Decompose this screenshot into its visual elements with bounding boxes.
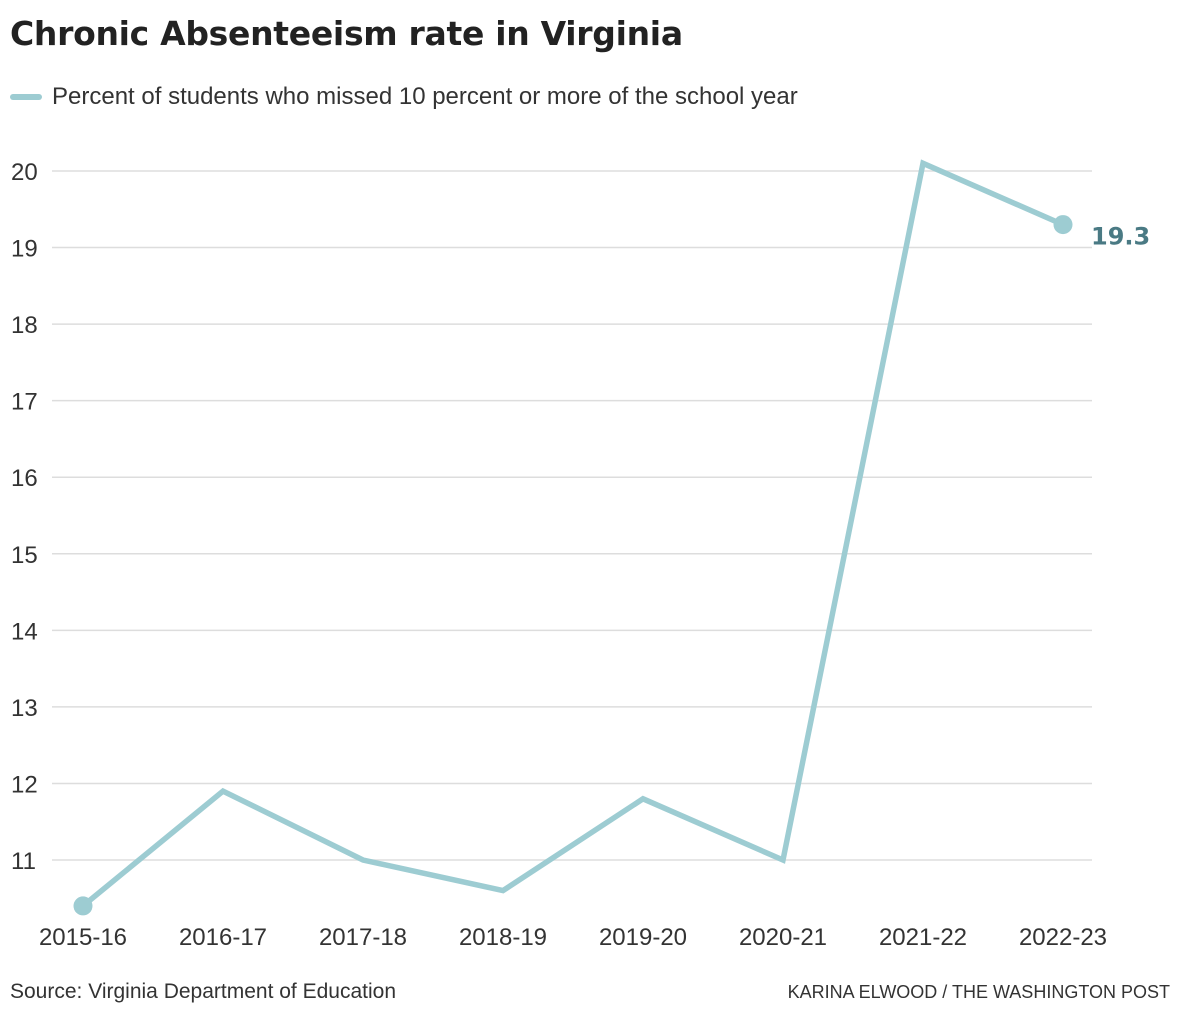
x-tick-label: 2016-17 xyxy=(179,924,267,951)
y-tick-label: 13 xyxy=(11,695,38,722)
end-point-marker xyxy=(1053,215,1073,235)
y-axis-tick-labels: 11 12 13 14 15 16 17 18 19 20 xyxy=(11,159,38,875)
y-tick-label: 16 xyxy=(11,465,38,492)
legend: Percent of students who missed 10 percen… xyxy=(10,82,798,112)
x-tick-label: 2018-19 xyxy=(459,924,547,951)
y-tick-label: 20 xyxy=(11,159,38,186)
x-tick-label: 2017-18 xyxy=(319,924,407,951)
y-tick-label: 11 xyxy=(11,848,36,875)
source-note: Source: Virginia Department of Education xyxy=(10,980,396,1003)
x-tick-label: 2022-23 xyxy=(1019,924,1107,951)
legend-swatch xyxy=(10,94,42,100)
end-value-label: 19.3 xyxy=(1091,223,1150,251)
line-chart: 11 12 13 14 15 16 17 18 19 20 2015-16 2016-17 2017-… xyxy=(11,159,1150,951)
gridlines xyxy=(52,170,1092,861)
series-line xyxy=(81,159,1065,909)
x-tick-label: 2015-16 xyxy=(39,924,127,951)
x-tick-label: 2020-21 xyxy=(739,924,827,951)
credit-note: KARINA ELWOOD / THE WASHINGTON POST xyxy=(787,982,1170,1002)
y-tick-label: 17 xyxy=(11,389,38,416)
x-tick-label: 2021-22 xyxy=(879,924,967,951)
series-layer: 19.3 xyxy=(73,159,1150,916)
y-tick-label: 15 xyxy=(11,542,38,569)
x-axis-tick-labels: 2015-16 2016-17 2017-18 2018-19 2019-20 2020-… xyxy=(39,924,1107,951)
chart-title: Chronic Absenteeism rate in Virginia xyxy=(10,14,683,53)
y-tick-label: 14 xyxy=(11,618,38,645)
y-tick-label: 18 xyxy=(11,312,38,339)
y-tick-label: 12 xyxy=(11,771,38,798)
start-point-marker xyxy=(73,896,93,916)
x-tick-label: 2019-20 xyxy=(599,924,687,951)
y-tick-label: 19 xyxy=(11,236,38,263)
legend-label: Percent of students who missed 10 percen… xyxy=(52,83,798,110)
